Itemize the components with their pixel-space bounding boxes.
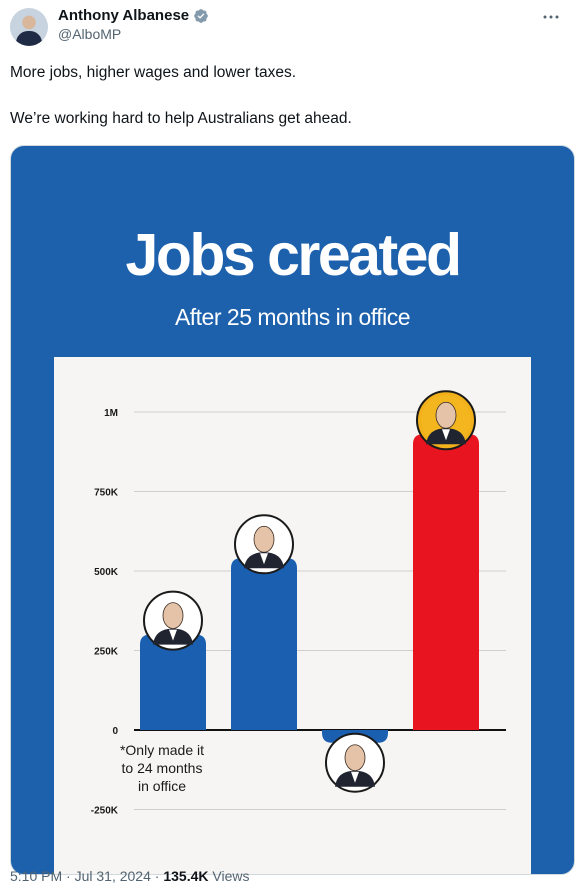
author-block: Anthony Albanese @AlboMP xyxy=(58,7,209,42)
verified-badge-icon xyxy=(194,8,208,23)
bar xyxy=(140,634,206,730)
portrait-collar xyxy=(169,629,177,641)
graphic-subhead: After 25 months in office xyxy=(174,304,411,330)
post-time[interactable]: 5:10 PM xyxy=(10,868,63,884)
graphic-headline: Jobs created xyxy=(125,222,463,288)
portrait-collar xyxy=(442,429,450,441)
author-handle[interactable]: @AlboMP xyxy=(58,26,122,42)
y-tick-label: 1M xyxy=(104,408,118,419)
post-image[interactable]: Jobs created After 25 months in office 1… xyxy=(10,145,575,875)
y-tick-label: -250K xyxy=(91,806,119,817)
portrait-face xyxy=(253,525,275,553)
portrait-collar xyxy=(351,771,359,783)
author-avatar[interactable] xyxy=(10,8,48,46)
separator: · xyxy=(66,868,71,884)
bar-chart: 1M 750K 500K 250K 0 -250K *Only made it to 24 m… xyxy=(91,390,506,817)
footnote-line: *Only made it xyxy=(120,742,204,758)
y-tick-label: 500K xyxy=(94,567,119,578)
chart-panel: 1M 750K 500K 250K 0 -250K *Only made it to 24 m… xyxy=(54,357,531,874)
name-row: Anthony Albanese xyxy=(58,7,209,24)
views-label: Views xyxy=(212,868,250,884)
bar xyxy=(231,558,297,730)
views-count: 135.4K xyxy=(163,868,209,884)
more-dots-icon xyxy=(543,15,559,19)
post-text-line1: More jobs, higher wages and lower taxes. xyxy=(10,64,297,81)
footnote-line: in office xyxy=(138,778,186,794)
portrait-face xyxy=(162,602,184,630)
tweet-footer: 5:10 PM · Jul 31, 2024 · 135.4K Views xyxy=(10,868,249,884)
y-tick-label: 250K xyxy=(94,647,119,658)
more-options-button[interactable] xyxy=(539,8,563,26)
footnote-line: to 24 months xyxy=(122,760,203,776)
portrait-face xyxy=(344,744,366,772)
separator: · xyxy=(154,868,160,884)
portrait-face xyxy=(435,401,457,429)
y-tick-label: 0 xyxy=(112,726,118,737)
portrait-collar xyxy=(260,553,268,565)
post-date[interactable]: Jul 31, 2024 xyxy=(74,868,151,884)
post-text-line2: We’re working hard to help Australians g… xyxy=(10,110,352,127)
y-tick-label: 750K xyxy=(94,488,119,499)
bar xyxy=(413,434,479,730)
author-name[interactable]: Anthony Albanese xyxy=(58,7,190,24)
